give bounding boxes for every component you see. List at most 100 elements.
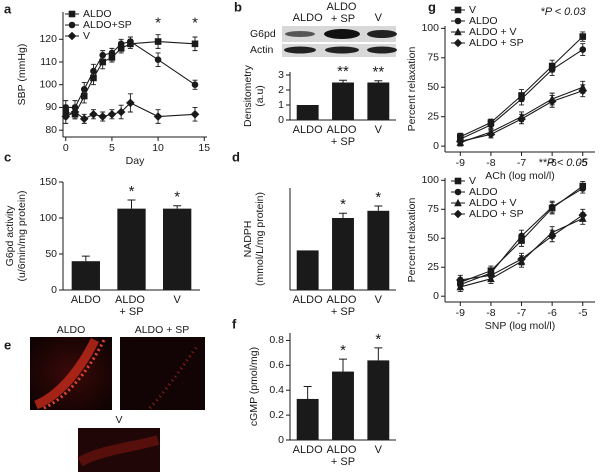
y-tick-label: 0 (278, 434, 284, 446)
marker (62, 104, 70, 111)
micrograph-title: V (115, 414, 122, 426)
marker (68, 10, 76, 18)
legend-label: V (83, 30, 90, 42)
bar (296, 398, 319, 440)
blot-column-label: ALDO (293, 12, 323, 24)
x-tick-label: -9 (456, 157, 465, 169)
blot-row-label: G6pd (250, 28, 276, 40)
y-tick-label: 100 (421, 174, 439, 186)
error-bar (339, 79, 347, 83)
x-tick-label: ALDO + SP (326, 124, 359, 148)
x-tick-label: 0 (63, 142, 69, 154)
y-axis-label: NADPH (242, 221, 254, 258)
marker (547, 97, 557, 106)
y-tick-label: 50 (45, 248, 57, 260)
y-tick-label: 100 (39, 79, 57, 91)
error-bar (339, 212, 347, 218)
marker (454, 177, 462, 185)
x-tick-label: ALDO (71, 294, 101, 306)
y-axis-label: G6pd activity (4, 205, 16, 266)
y-axis-label: cGMP (pmol/mg) (248, 347, 260, 426)
legend-label: ALDO + SP (469, 37, 524, 49)
y-axis-label: (mmol/L/mg protein) (254, 192, 266, 286)
x-tick-label: ALDO (293, 444, 323, 456)
error-bar (374, 80, 383, 83)
y-tick-label: 75 (427, 52, 439, 64)
marker (518, 232, 525, 240)
x-tick-label: ALDO (293, 294, 323, 306)
panel-letter: b (234, 0, 242, 14)
bar (332, 82, 354, 120)
x-axis-label: ACh (log mol/l) (485, 170, 554, 182)
marker (67, 31, 77, 41)
marker (108, 49, 116, 57)
bar (163, 208, 192, 290)
marker (517, 254, 526, 264)
marker (154, 38, 162, 45)
marker (190, 109, 200, 119)
y-tick-label: 0.4 (269, 384, 284, 396)
marker (578, 210, 588, 220)
marker (61, 112, 71, 121)
panel-letter: e (4, 337, 11, 352)
marker (191, 40, 199, 48)
x-tick-label: 5 (109, 142, 115, 154)
marker (456, 137, 465, 146)
marker (154, 56, 162, 64)
error-bar (339, 358, 347, 372)
panel-letter: d (232, 149, 240, 164)
y-tick-label: 25 (427, 110, 439, 122)
annotation: * (155, 14, 161, 31)
legend-label: ALDO (469, 186, 498, 198)
marker (99, 51, 106, 59)
x-tick-label: ALDO + SP (326, 294, 359, 318)
error-bar (374, 205, 383, 211)
marker (126, 98, 135, 108)
x-axis-label: Day (126, 155, 145, 167)
x-tick-label: -8 (486, 157, 495, 169)
legend-label: V (469, 4, 476, 16)
marker (486, 271, 496, 280)
y-tick-label: 100 (39, 212, 57, 224)
annotation: ** (372, 64, 384, 81)
x-tick-label: 10 (152, 142, 164, 154)
y-tick-label: 25 (427, 261, 439, 273)
x-tick-label: ALDO (293, 124, 323, 136)
bar (367, 360, 390, 440)
x-tick-label: -7 (517, 157, 526, 169)
marker (454, 188, 462, 196)
marker (548, 66, 556, 73)
marker (518, 95, 525, 103)
panel-letter: c (4, 149, 11, 164)
error-bar (303, 386, 312, 399)
micrographs (30, 337, 205, 472)
legend-label: ALDO+SP (83, 19, 132, 31)
series-line (65, 40, 196, 115)
y-axis-label: SBP (mmHg) (16, 44, 28, 106)
marker (153, 112, 163, 121)
y-tick-label: 50 (427, 81, 439, 93)
bar (332, 371, 354, 440)
y-tick-label: 0 (433, 140, 439, 152)
marker (579, 33, 587, 40)
marker (548, 203, 556, 211)
y-tick-label: 50 (427, 232, 439, 244)
marker (454, 198, 462, 207)
x-tick-label: 15 (198, 142, 210, 154)
panel-letter: a (4, 1, 12, 16)
y-tick-label: 90 (45, 101, 57, 113)
bar (117, 208, 146, 290)
x-tick-label: -5 (578, 157, 587, 169)
y-axis-label: (a.u) (254, 85, 266, 107)
marker (486, 130, 496, 139)
x-axis-label: SNP (log mol/l) (485, 320, 555, 332)
marker (547, 231, 557, 241)
y-tick-label: 0 (433, 290, 439, 302)
marker (89, 109, 98, 119)
marker (191, 81, 199, 89)
y-tick-label: 80 (45, 124, 57, 136)
annotation: * (174, 189, 180, 206)
bar (367, 210, 390, 290)
blot-row-label: Actin (250, 44, 274, 56)
marker (454, 27, 462, 36)
